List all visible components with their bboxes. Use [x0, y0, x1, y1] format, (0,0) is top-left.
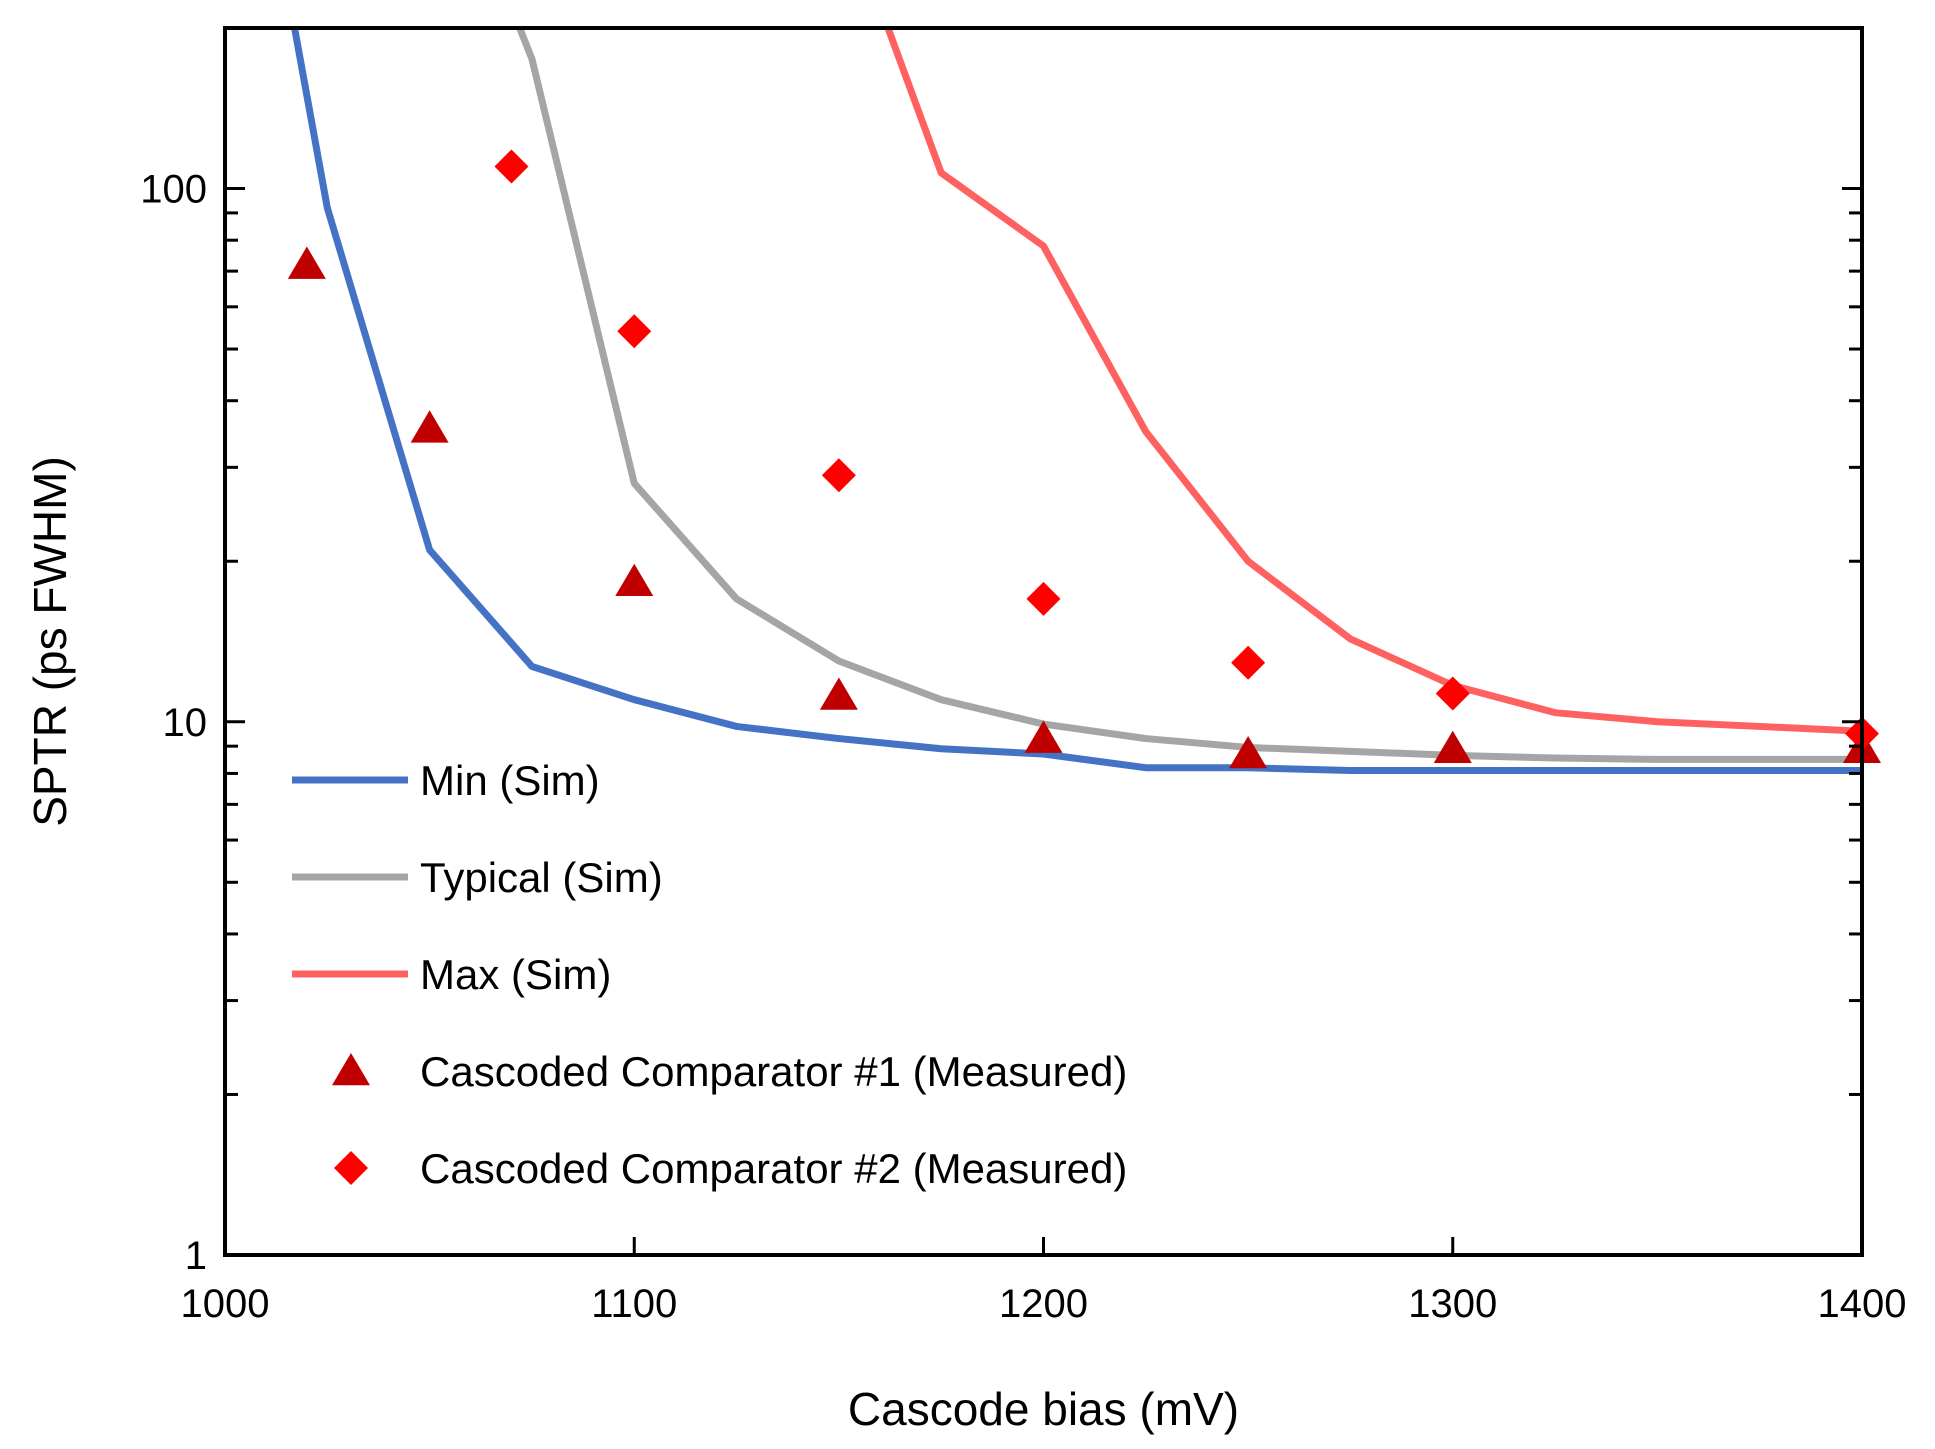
- x-axis-label: Cascode bias (mV): [848, 1383, 1239, 1435]
- triangle-marker-point: [819, 677, 858, 710]
- y-axis-label: SPTR (ps FWHM): [24, 456, 76, 827]
- legend: Min (Sim) Typical (Sim) Max (Sim) Cascoded …: [292, 757, 1127, 1192]
- y-axis-ticks: 1 10 100: [140, 26, 1862, 1278]
- series-line-typical-sim: [516, 28, 1862, 763]
- legend-entry: Cascoded Comparator #2 (Measured): [334, 1145, 1127, 1192]
- legend-label: Cascoded Comparator #1 (Measured): [420, 1048, 1127, 1095]
- legend-entry: Min (Sim): [292, 757, 600, 804]
- legend-label: Min (Sim): [420, 757, 600, 804]
- legend-entry: Cascoded Comparator #1 (Measured): [332, 1048, 1127, 1095]
- series-line-min-sim: [291, 28, 1862, 775]
- legend-entry: Max (Sim): [292, 951, 611, 998]
- legend-triangle-swatch: [332, 1052, 370, 1086]
- diamond-marker-point: [821, 458, 856, 493]
- legend-entry: Typical (Sim): [292, 854, 663, 901]
- y-tick-label: 100: [140, 168, 207, 212]
- triangle-marker-point: [410, 410, 449, 443]
- x-tick-label: 1000: [181, 1282, 270, 1326]
- triangle-marker-point: [1229, 735, 1268, 769]
- series-line-max-sim: [884, 28, 1862, 735]
- legend-label: Typical (Sim): [420, 854, 663, 901]
- x-axis-ticks: 1000 1100 1200 1300 1400: [181, 1237, 1907, 1326]
- x-tick-label: 1100: [591, 1282, 677, 1326]
- diamond-marker-point: [1026, 581, 1061, 616]
- triangle-marker-point: [287, 246, 326, 279]
- legend-label: Cascoded Comparator #2 (Measured): [420, 1145, 1127, 1192]
- triangle-marker-point: [1433, 730, 1472, 763]
- diamond-marker-point: [1435, 676, 1470, 711]
- legend-diamond-swatch: [334, 1151, 368, 1185]
- plot-lines: [291, 28, 1862, 775]
- x-tick-label: 1400: [1818, 1282, 1907, 1326]
- legend-label: Max (Sim): [420, 951, 611, 998]
- y-tick-label: 10: [163, 701, 208, 745]
- x-tick-label: 1200: [999, 1282, 1088, 1326]
- y-tick-label: 1: [185, 1234, 207, 1278]
- diamond-marker-point: [494, 149, 529, 184]
- triangle-marker-point: [1024, 720, 1063, 753]
- x-tick-label: 1300: [1408, 1282, 1497, 1326]
- plot-markers: [287, 149, 1881, 769]
- diamond-marker-point: [617, 314, 652, 349]
- triangle-marker-point: [615, 563, 654, 597]
- diamond-marker-point: [1231, 645, 1266, 680]
